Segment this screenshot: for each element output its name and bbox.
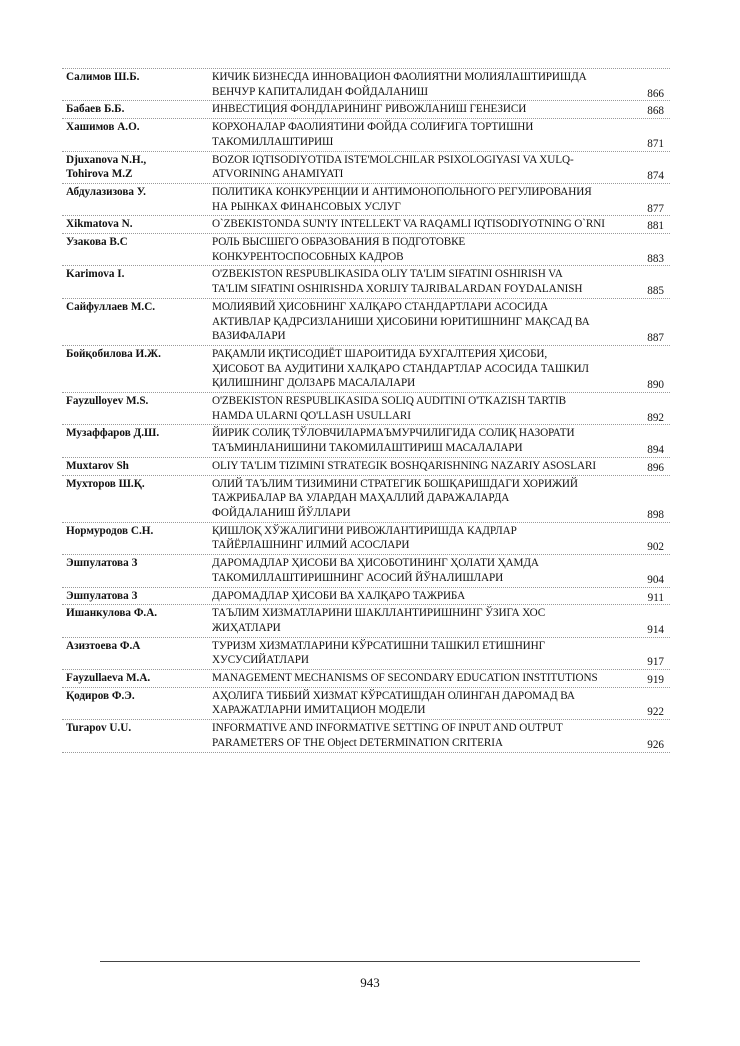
toc-author: Музаффаров Д.Ш. xyxy=(66,427,160,440)
toc-author: Эшпулатова З xyxy=(66,557,138,570)
toc-title: ДАРОМАДЛАР ҲИСОБИ ВА ХАЛҚАРО ТАЖРИБА xyxy=(212,589,466,602)
toc-title: РОЛЬ ВЫСШЕГО ОБРАЗОВАНИЯ В ПОДГОТОВКЕ КО… xyxy=(212,236,466,263)
toc-title: КОРХОНАЛАР ФАОЛИЯТИНИ ФОЙДА СОЛИҒИГА ТОР… xyxy=(212,121,534,148)
toc-page-number: 881 xyxy=(647,220,664,233)
toc-title: ИНВЕСТИЦИЯ ФОНДЛАРИНИНГ РИВОЖЛАНИШ ГЕНЕЗ… xyxy=(212,103,527,116)
toc-title: O'ZBEKISTON RESPUBLIKASIDA SOLIQ AUDITIN… xyxy=(212,395,566,422)
toc-row: Бабаев Б.Б. ИНВЕСТИЦИЯ ФОНДЛАРИНИНГ РИВОЖ… xyxy=(62,101,670,120)
toc-title: MANAGEMENT MECHANISMS OF SECONDARY EDUCA… xyxy=(212,672,598,685)
toc-row: Сайфуллаев М.С. МОЛИЯВИЙ ҲИСОБНИНГ ХАЛҚАР… xyxy=(62,299,670,346)
toc-row: Turapov U.U. INFORMATIVE AND INFORMATIVE … xyxy=(62,720,670,753)
toc-author: Мухторов Ш.Қ. xyxy=(66,477,145,490)
toc-author: Fayzullaeva M.A. xyxy=(66,672,151,685)
toc-title: OLIY TA'LIM TIZIMINI STRATEGIK BOSHQARIS… xyxy=(212,459,596,472)
toc-row: Fayzullaeva M.A. MANAGEMENT MECHANISMS OF… xyxy=(62,670,670,688)
toc-title: ЙИРИК СОЛИҚ ТЎЛОВЧИЛАРМАЪМУРЧИЛИГИДА СОЛ… xyxy=(212,427,575,455)
footer-divider xyxy=(100,961,640,962)
toc-row: Салимов Ш.Б. КИЧИК БИЗНЕСДА ИННОВАЦИОН ФА… xyxy=(62,69,670,102)
toc-row: Muxtarov Sh OLIY TA'LIM TIZIMINI STRATEGI… xyxy=(62,458,670,476)
toc-title: МОЛИЯВИЙ ҲИСОБНИНГ ХАЛҚАРО СТАНДАРТЛАРИ … xyxy=(212,300,590,343)
toc-row: Қодиров Ф.Э. АҲОЛИГА ТИББИЙ ХИЗМАТ КЎРСАТ… xyxy=(62,688,670,721)
toc-author: Бойқобилова И.Ж. xyxy=(66,347,161,360)
toc-title: O`ZBEKISTONDA SUN'IY INTELLEKT VA RAQAML… xyxy=(212,218,605,231)
toc-author: Узакова В.С xyxy=(66,236,128,249)
toc-row: Xikmatova N. O`ZBEKISTONDA SUN'IY INTELLE… xyxy=(62,216,670,235)
toc-page-number: 904 xyxy=(647,573,664,586)
toc-page-number: 917 xyxy=(647,656,664,669)
toc-page-number: 890 xyxy=(647,379,664,392)
toc-title: ТУРИЗМ ХИЗМАТЛАРИНИ КЎРСАТИШНИ ТАШКИЛ ЕТ… xyxy=(212,639,546,667)
toc-author: Muxtarov Sh xyxy=(66,459,129,472)
toc-title: INFORMATIVE AND INFORMATIVE SETTING OF I… xyxy=(212,722,563,749)
toc-author: Азизтоева Ф.А xyxy=(66,639,141,652)
toc-page-number: 898 xyxy=(647,508,664,521)
toc-page-number: 919 xyxy=(647,674,664,687)
toc-row: Karimova I. O'ZBEKISTON RESPUBLIKASIDA OL… xyxy=(62,266,670,299)
toc-row: Хашимов А.О. КОРХОНАЛАР ФАОЛИЯТИНИ ФОЙДА … xyxy=(62,119,670,152)
toc-author: Ишанкулова Ф.А. xyxy=(66,607,158,620)
toc-page-number: 911 xyxy=(647,591,664,604)
toc-page-number: 902 xyxy=(647,541,664,554)
toc-page-number: 868 xyxy=(647,105,664,118)
toc-page-number: 883 xyxy=(647,252,664,265)
toc-page-number: 887 xyxy=(647,332,664,345)
toc-row: Ишанкулова Ф.А. ТАЪЛИМ ХИЗМАТЛАРИНИ ШАКЛЛ… xyxy=(62,605,670,638)
toc-page-number: 874 xyxy=(647,170,664,183)
toc-page-number: 914 xyxy=(647,623,664,636)
toc-title: O'ZBEKISTON RESPUBLIKASIDA OLIY TA'LIM S… xyxy=(212,268,583,296)
toc-title: ОЛИЙ ТАЪЛИМ ТИЗИМИНИ СТРАТЕГИК БОШҚАРИШД… xyxy=(212,477,578,519)
toc-author: Қодиров Ф.Э. xyxy=(66,689,135,702)
toc-row: Fayzulloyev M.S. O'ZBEKISTON RESPUBLIKASI… xyxy=(62,393,670,426)
toc-author: Абдулазизова У. xyxy=(66,185,146,198)
toc-row: Азизтоева Ф.А ТУРИЗМ ХИЗМАТЛАРИНИ КЎРСАТИ… xyxy=(62,638,670,671)
toc-author: Fayzulloyev M.S. xyxy=(66,395,149,408)
toc-row: Эшпулатова З ДАРОМАДЛАР ҲИСОБИ ВА ҲИСОБОТ… xyxy=(62,555,670,588)
toc-title: ПОЛИТИКА КОНКУРЕНЦИИ И АНТИМОНОПОЛЬНОГО … xyxy=(212,185,592,213)
toc-page-number: 866 xyxy=(647,87,664,100)
toc-title: РАҚАМЛИ ИҚТИСОДИЁТ ШАРОИТИДА БУХГАЛТЕРИЯ… xyxy=(212,347,589,390)
toc-author: Хашимов А.О. xyxy=(66,121,140,134)
toc-row: Музаффаров Д.Ш. ЙИРИК СОЛИҚ ТЎЛОВЧИЛАРМАЪ… xyxy=(62,425,670,458)
toc-row: Нормуродов С.Н. ҚИШЛОҚ ХЎЖАЛИГИНИ РИВОЖЛА… xyxy=(62,523,670,556)
toc-author: Бабаев Б.Б. xyxy=(66,103,125,116)
toc-row: Абдулазизова У. ПОЛИТИКА КОНКУРЕНЦИИ И АН… xyxy=(62,184,670,217)
page-number: 943 xyxy=(360,975,380,990)
toc-row: Djuxanova N.H., Tohirova M.Z BOZOR IQTISO… xyxy=(62,152,670,184)
toc-page-number: 896 xyxy=(647,461,664,474)
toc-page-number: 885 xyxy=(647,285,664,298)
toc-page-number: 894 xyxy=(647,444,664,457)
table-of-contents: Салимов Ш.Б. КИЧИК БИЗНЕСДА ИННОВАЦИОН ФА… xyxy=(62,68,670,753)
toc-author: Djuxanova N.H., Tohirova M.Z xyxy=(66,153,147,181)
toc-title: BOZOR IQTISODIYOTIDA ISTE'MOLCHILAR PSIX… xyxy=(212,153,574,181)
toc-row: Бойқобилова И.Ж. РАҚАМЛИ ИҚТИСОДИЁТ ШАРОИ… xyxy=(62,346,670,394)
toc-row: Мухторов Ш.Қ. ОЛИЙ ТАЪЛИМ ТИЗИМИНИ СТРАТЕ… xyxy=(62,476,670,523)
toc-title: ДАРОМАДЛАР ҲИСОБИ ВА ҲИСОБОТИНИНГ ҲОЛАТИ… xyxy=(212,557,539,584)
toc-author: Сайфуллаев М.С. xyxy=(66,300,156,313)
toc-author: Xikmatova N. xyxy=(66,218,133,231)
toc-author: Салимов Ш.Б. xyxy=(66,71,140,83)
toc-page-number: 892 xyxy=(647,411,664,424)
toc-title: ТАЪЛИМ ХИЗМАТЛАРИНИ ШАКЛЛАНТИРИШНИНГ ЎЗИ… xyxy=(212,607,546,634)
toc-author: Нормуродов С.Н. xyxy=(66,524,154,537)
toc-author: Karimova I. xyxy=(66,268,125,281)
toc-row: Эшпулатова З ДАРОМАДЛАР ҲИСОБИ ВА ХАЛҚАРО… xyxy=(62,588,670,606)
toc-title: ҚИШЛОҚ ХЎЖАЛИГИНИ РИВОЖЛАНТИРИШДА КАДРЛА… xyxy=(212,524,517,552)
toc-title: КИЧИК БИЗНЕСДА ИННОВАЦИОН ФАОЛИЯТНИ МОЛИ… xyxy=(212,71,587,98)
toc-author: Turapov U.U. xyxy=(66,722,132,735)
toc-page-number: 877 xyxy=(647,202,664,215)
toc-author: Эшпулатова З xyxy=(66,589,138,602)
toc-page-number: 922 xyxy=(647,706,664,719)
toc-row: Узакова В.С РОЛЬ ВЫСШЕГО ОБРАЗОВАНИЯ В ПО… xyxy=(62,234,670,267)
toc-title: АҲОЛИГА ТИББИЙ ХИЗМАТ КЎРСАТИШДАН ОЛИНГА… xyxy=(212,689,575,717)
toc-page-number: 926 xyxy=(647,738,664,751)
toc-page-number: 871 xyxy=(647,137,664,150)
